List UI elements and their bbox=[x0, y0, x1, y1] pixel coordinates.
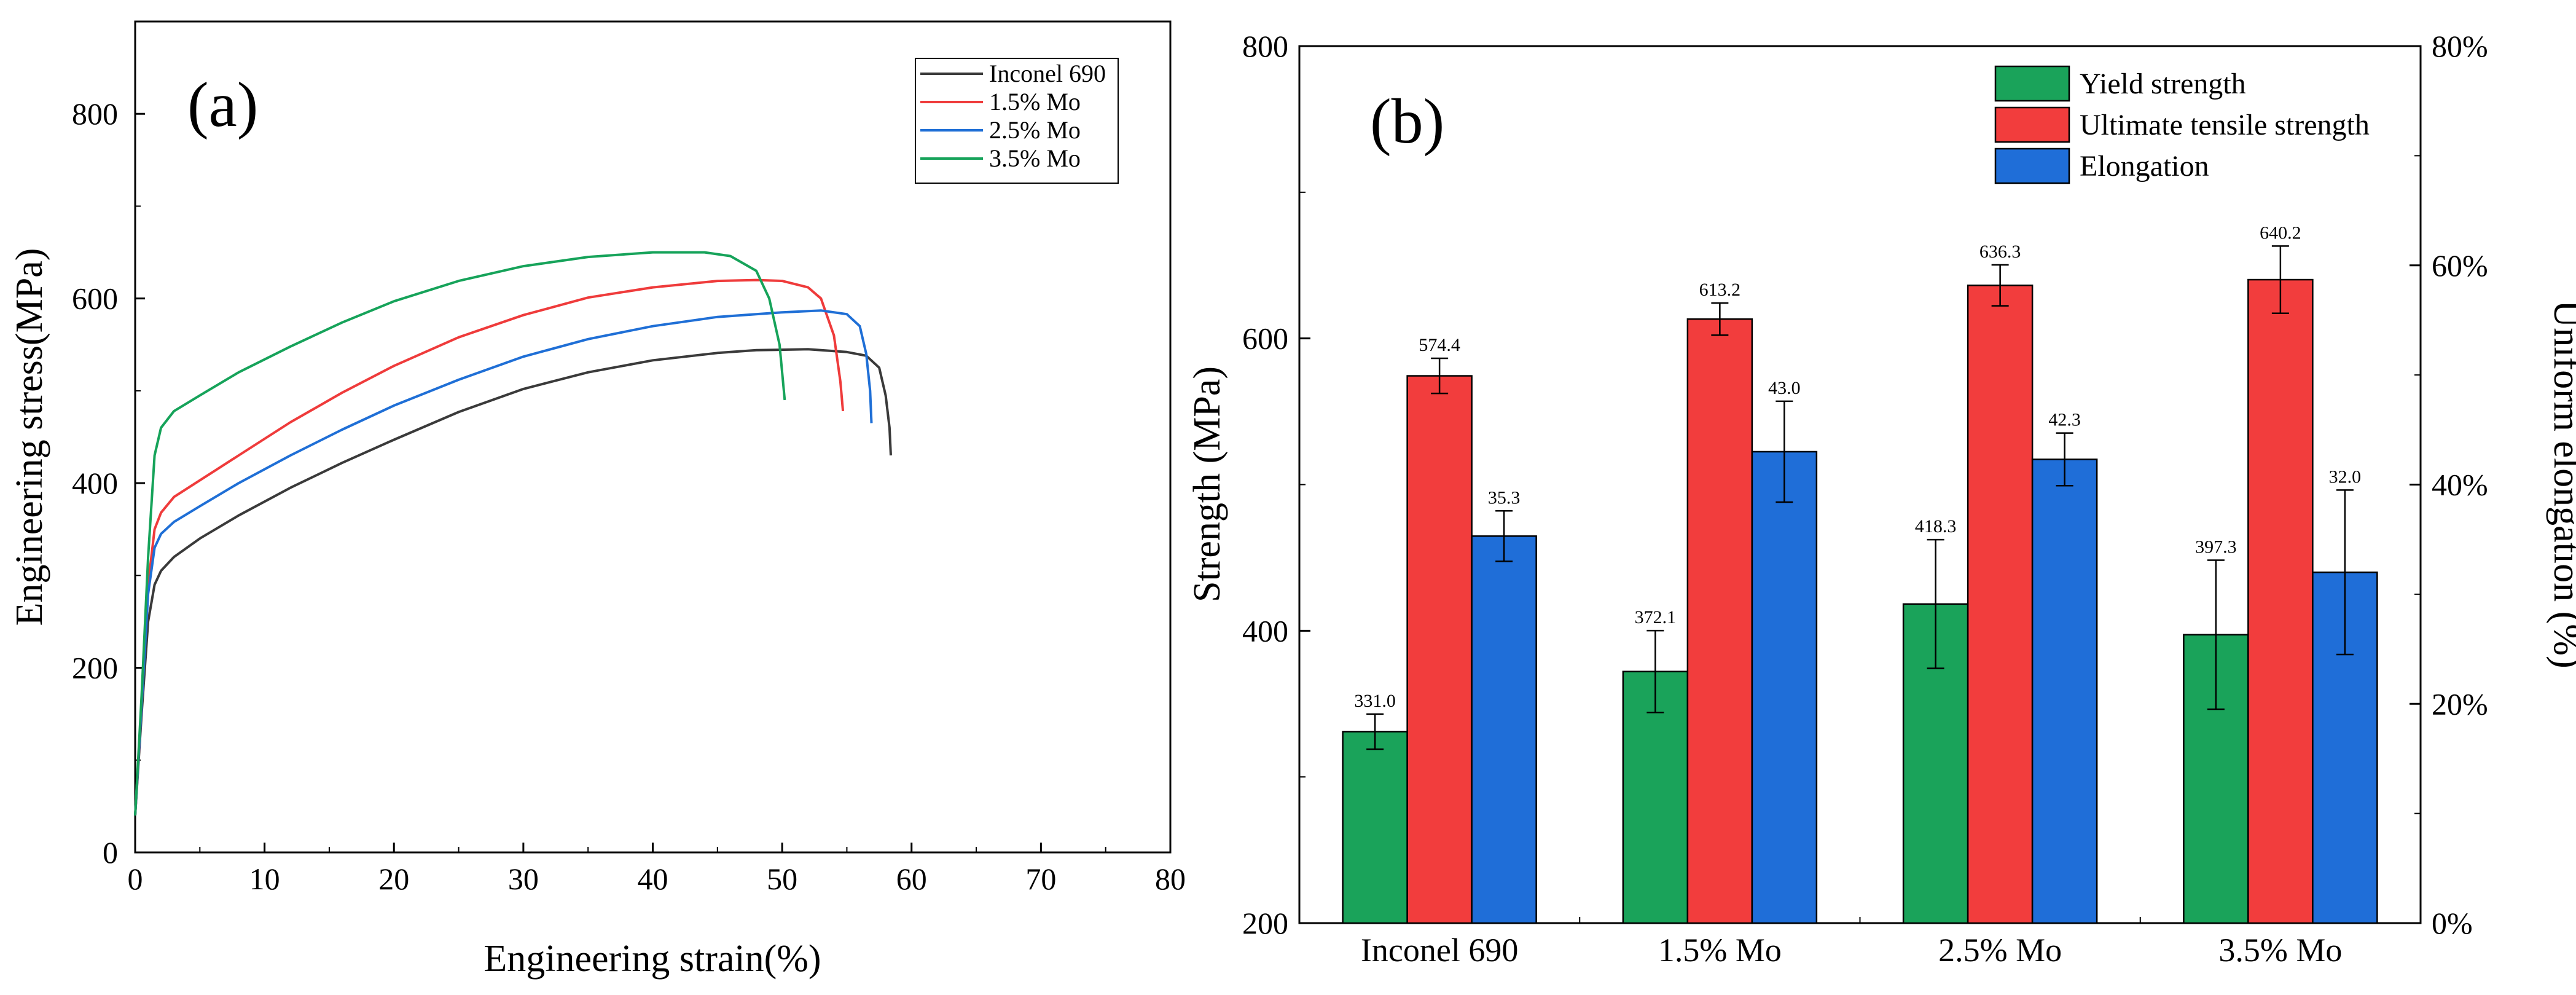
y-tick-label: 400 bbox=[1242, 613, 1288, 648]
legend-label: 3.5% Mo bbox=[989, 144, 1081, 172]
x-tick-label: 0 bbox=[128, 862, 143, 896]
y-tick-label: 600 bbox=[1242, 321, 1288, 356]
x-tick-label: 50 bbox=[767, 862, 797, 896]
data-label: 32.0 bbox=[2329, 466, 2362, 487]
legend-swatch bbox=[1994, 147, 2070, 184]
legend-label: Yield strength bbox=[2080, 68, 2246, 100]
x-tick-label: 20 bbox=[378, 862, 409, 896]
bar bbox=[1686, 318, 1753, 924]
panel-a-label: (a) bbox=[187, 69, 258, 140]
series-line-0 bbox=[134, 348, 892, 816]
y-tick-label: 600 bbox=[72, 281, 118, 316]
data-label: 42.3 bbox=[2048, 410, 2081, 430]
data-label: 43.0 bbox=[1768, 378, 1801, 398]
panel-b-y-axis-title: Strength (MPa) bbox=[1186, 366, 1228, 602]
data-label: 397.3 bbox=[2195, 537, 2237, 557]
y-tick-label: 200 bbox=[1242, 906, 1288, 940]
bar bbox=[1751, 450, 1818, 924]
panel-a-series bbox=[134, 251, 892, 816]
legend-label: Elongation bbox=[2080, 150, 2209, 183]
x-tick-label: 30 bbox=[508, 862, 539, 896]
y2-tick-label: 40% bbox=[2432, 468, 2488, 502]
category-label: 2.5% Mo bbox=[1938, 932, 2062, 969]
x-tick-label: 80 bbox=[1155, 862, 1186, 896]
data-label: 574.4 bbox=[1419, 335, 1460, 355]
panel-a-y-axis-title: Engineering stress(MPa) bbox=[9, 248, 50, 626]
bar bbox=[1967, 285, 2034, 924]
y2-tick-label: 0% bbox=[2432, 906, 2473, 940]
series-line-2 bbox=[134, 309, 873, 816]
data-label: 372.1 bbox=[1635, 607, 1677, 627]
bar bbox=[2031, 458, 2098, 924]
bar bbox=[2247, 278, 2314, 924]
category-label: 1.5% Mo bbox=[1658, 932, 1782, 969]
data-label: 636.3 bbox=[1979, 242, 2021, 262]
panel-a-x-axis-title: Engineering strain(%) bbox=[483, 938, 821, 980]
data-label: 640.2 bbox=[2260, 222, 2301, 243]
legend-label: 2.5% Mo bbox=[989, 116, 1081, 144]
panel-b-bars: 331.0 574.4 35.3 372.1 613.2 43.0 418.3 636.3 42… bbox=[1342, 222, 2378, 924]
series-line-1 bbox=[134, 278, 845, 816]
panel-b-bar-chart: (b) 200 400 600 800 0% 20% 40% 60% 80% Inconel 69… bbox=[1186, 29, 2576, 969]
y2-tick-label: 60% bbox=[2432, 248, 2488, 283]
series-line-3 bbox=[134, 251, 786, 816]
y2-tick-label: 20% bbox=[2432, 686, 2488, 721]
bar bbox=[1471, 535, 1537, 924]
data-label: 613.2 bbox=[1699, 280, 1741, 300]
x-tick-label: 40 bbox=[638, 862, 668, 896]
data-label: 331.0 bbox=[1354, 691, 1396, 711]
panel-b-legend: Yield strength Ultimate tensile strength E… bbox=[1994, 65, 2370, 184]
legend-swatch bbox=[1994, 106, 2070, 143]
legend-label: 1.5% Mo bbox=[989, 88, 1081, 116]
data-label: 418.3 bbox=[1915, 516, 1957, 537]
y-tick-label: 0 bbox=[103, 835, 118, 870]
y-tick-label: 800 bbox=[1242, 29, 1288, 63]
category-label: 3.5% Mo bbox=[2218, 932, 2342, 969]
legend-label: Inconel 690 bbox=[989, 60, 1106, 87]
y-tick-label: 800 bbox=[72, 96, 118, 131]
y-tick-label: 400 bbox=[72, 466, 118, 500]
panel-a-legend-box bbox=[915, 58, 1119, 184]
x-tick-label: 10 bbox=[249, 862, 280, 896]
x-tick-label: 60 bbox=[896, 862, 927, 896]
bar bbox=[1342, 731, 1408, 924]
panel-b-label: (b) bbox=[1370, 86, 1444, 157]
y-tick-label: 200 bbox=[72, 651, 118, 685]
legend-swatch bbox=[1994, 65, 2070, 102]
x-tick-label: 70 bbox=[1025, 862, 1056, 896]
panel-b-ticks: 200 400 600 800 0% 20% 40% 60% 80% Inconel 690 1.5… bbox=[1242, 29, 2488, 969]
legend-label: Ultimate tensile strength bbox=[2080, 109, 2370, 141]
category-label: Inconel 690 bbox=[1361, 932, 1518, 969]
bar bbox=[1622, 671, 1689, 924]
y2-tick-label: 80% bbox=[2432, 29, 2488, 63]
data-label: 35.3 bbox=[1488, 487, 1521, 508]
bar bbox=[1406, 375, 1473, 924]
panel-b-y2-axis-title: Uniform elongation (%) bbox=[2546, 300, 2576, 668]
